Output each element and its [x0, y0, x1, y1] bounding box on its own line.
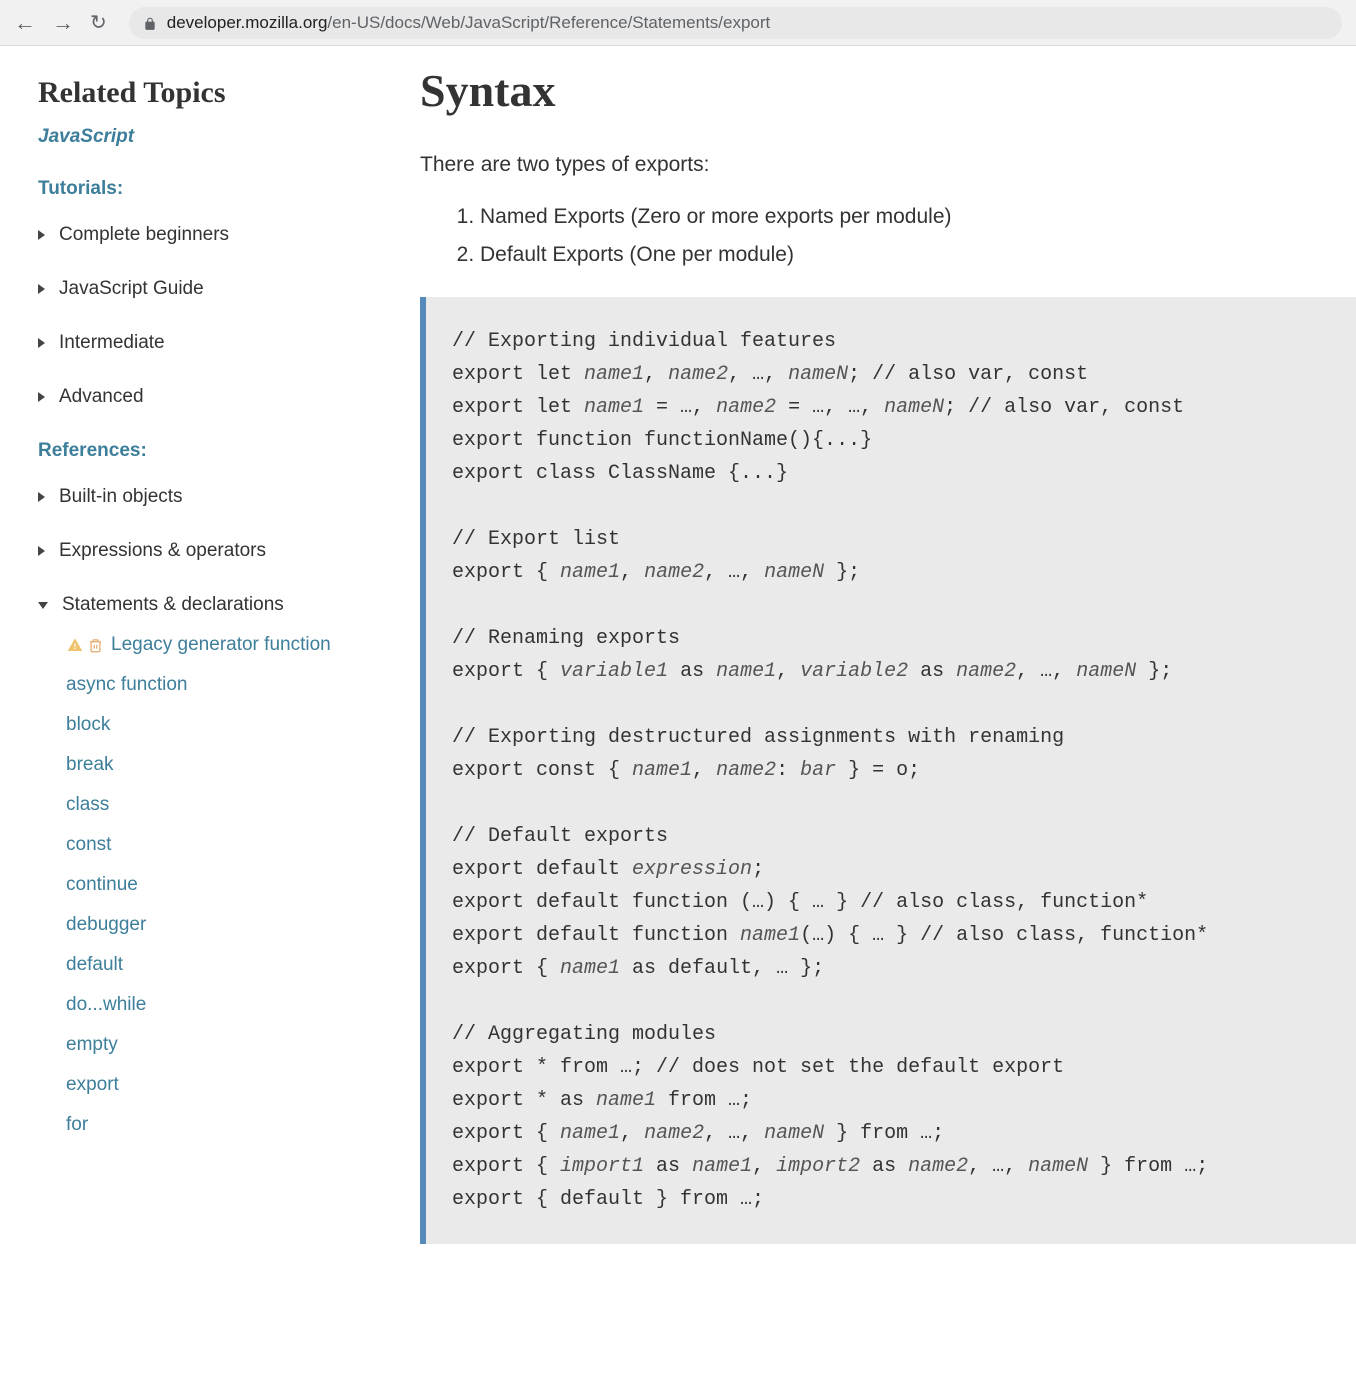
subnav-link-label: export	[66, 1074, 119, 1096]
subnav-link-label: for	[66, 1114, 88, 1136]
sidebar-item-intermediate[interactable]: Intermediate	[38, 332, 380, 354]
tutorials-heading: Tutorials:	[38, 178, 380, 200]
chevron-right-icon	[38, 284, 45, 294]
sidebar-item-complete-beginners[interactable]: Complete beginners	[38, 224, 380, 246]
trash-icon	[88, 637, 103, 654]
chevron-right-icon	[38, 392, 45, 402]
subnav-item-export[interactable]: export	[66, 1074, 380, 1096]
sidebar-item-label: Advanced	[59, 386, 144, 408]
url-path: /en-US/docs/Web/JavaScript/Reference/Sta…	[327, 13, 770, 33]
subnav-item-legacy-generator[interactable]: Legacy generator function	[66, 634, 380, 656]
syntax-code-block: // Exporting individual features export …	[420, 297, 1356, 1244]
page-body: Related Topics JavaScript Tutorials: Com…	[0, 46, 1356, 1244]
address-bar[interactable]: developer.mozilla.org/en-US/docs/Web/Jav…	[129, 7, 1342, 39]
subnav-link-label: do...while	[66, 994, 146, 1016]
sidebar-item-advanced[interactable]: Advanced	[38, 386, 380, 408]
subnav-link-label: default	[66, 954, 123, 976]
export-types-list: Named Exports (Zero or more exports per …	[420, 205, 1356, 267]
subnav-link-label: debugger	[66, 914, 146, 936]
subnav-link-label: async function	[66, 674, 187, 696]
javascript-link[interactable]: JavaScript	[38, 126, 380, 148]
sidebar-item-javascript-guide[interactable]: JavaScript Guide	[38, 278, 380, 300]
back-button[interactable]: ←	[14, 12, 36, 34]
sidebar-item-label: Built-in objects	[59, 486, 183, 508]
subnav-item-empty[interactable]: empty	[66, 1034, 380, 1056]
browser-toolbar: ← → ↻ developer.mozilla.org/en-US/docs/W…	[0, 0, 1356, 46]
list-item: Default Exports (One per module)	[480, 243, 1356, 267]
sidebar-item-label: Statements & declarations	[62, 594, 284, 616]
statements-subnav: Legacy generator function async function…	[38, 634, 380, 1136]
sidebar: Related Topics JavaScript Tutorials: Com…	[0, 64, 400, 1244]
subnav-link-label: const	[66, 834, 111, 856]
sidebar-item-label: Intermediate	[59, 332, 165, 354]
article-intro: There are two types of exports:	[420, 153, 1356, 177]
url-host: developer.mozilla.org	[167, 13, 328, 33]
subnav-item-class[interactable]: class	[66, 794, 380, 816]
sidebar-item-statements-declarations[interactable]: Statements & declarations	[38, 594, 380, 616]
sidebar-item-builtin-objects[interactable]: Built-in objects	[38, 486, 380, 508]
subnav-item-default[interactable]: default	[66, 954, 380, 976]
article-main: Syntax There are two types of exports: N…	[400, 64, 1356, 1244]
chevron-down-icon	[38, 602, 48, 609]
subnav-item-const[interactable]: const	[66, 834, 380, 856]
sidebar-item-expressions-operators[interactable]: Expressions & operators	[38, 540, 380, 562]
chevron-right-icon	[38, 338, 45, 348]
subnav-link-label: class	[66, 794, 109, 816]
subnav-link-label: block	[66, 714, 110, 736]
sidebar-item-label: Expressions & operators	[59, 540, 266, 562]
sidebar-item-label: Complete beginners	[59, 224, 229, 246]
article-title: Syntax	[420, 64, 1356, 117]
subnav-item-do-while[interactable]: do...while	[66, 994, 380, 1016]
subnav-item-async-function[interactable]: async function	[66, 674, 380, 696]
chevron-right-icon	[38, 230, 45, 240]
subnav-link-label: Legacy generator function	[111, 634, 331, 656]
list-item: Named Exports (Zero or more exports per …	[480, 205, 1356, 229]
reload-button[interactable]: ↻	[90, 13, 107, 33]
lock-icon	[143, 16, 157, 30]
subnav-item-block[interactable]: block	[66, 714, 380, 736]
warning-icon	[66, 637, 84, 653]
references-heading: References:	[38, 440, 380, 462]
chevron-right-icon	[38, 492, 45, 502]
chevron-right-icon	[38, 546, 45, 556]
subnav-item-continue[interactable]: continue	[66, 874, 380, 896]
subnav-item-for[interactable]: for	[66, 1114, 380, 1136]
sidebar-item-label: JavaScript Guide	[59, 278, 204, 300]
subnav-link-label: continue	[66, 874, 138, 896]
subnav-item-break[interactable]: break	[66, 754, 380, 776]
forward-button[interactable]: →	[52, 12, 74, 34]
subnav-item-debugger[interactable]: debugger	[66, 914, 380, 936]
related-topics-heading: Related Topics	[38, 76, 380, 110]
subnav-link-label: empty	[66, 1034, 118, 1056]
subnav-link-label: break	[66, 754, 114, 776]
